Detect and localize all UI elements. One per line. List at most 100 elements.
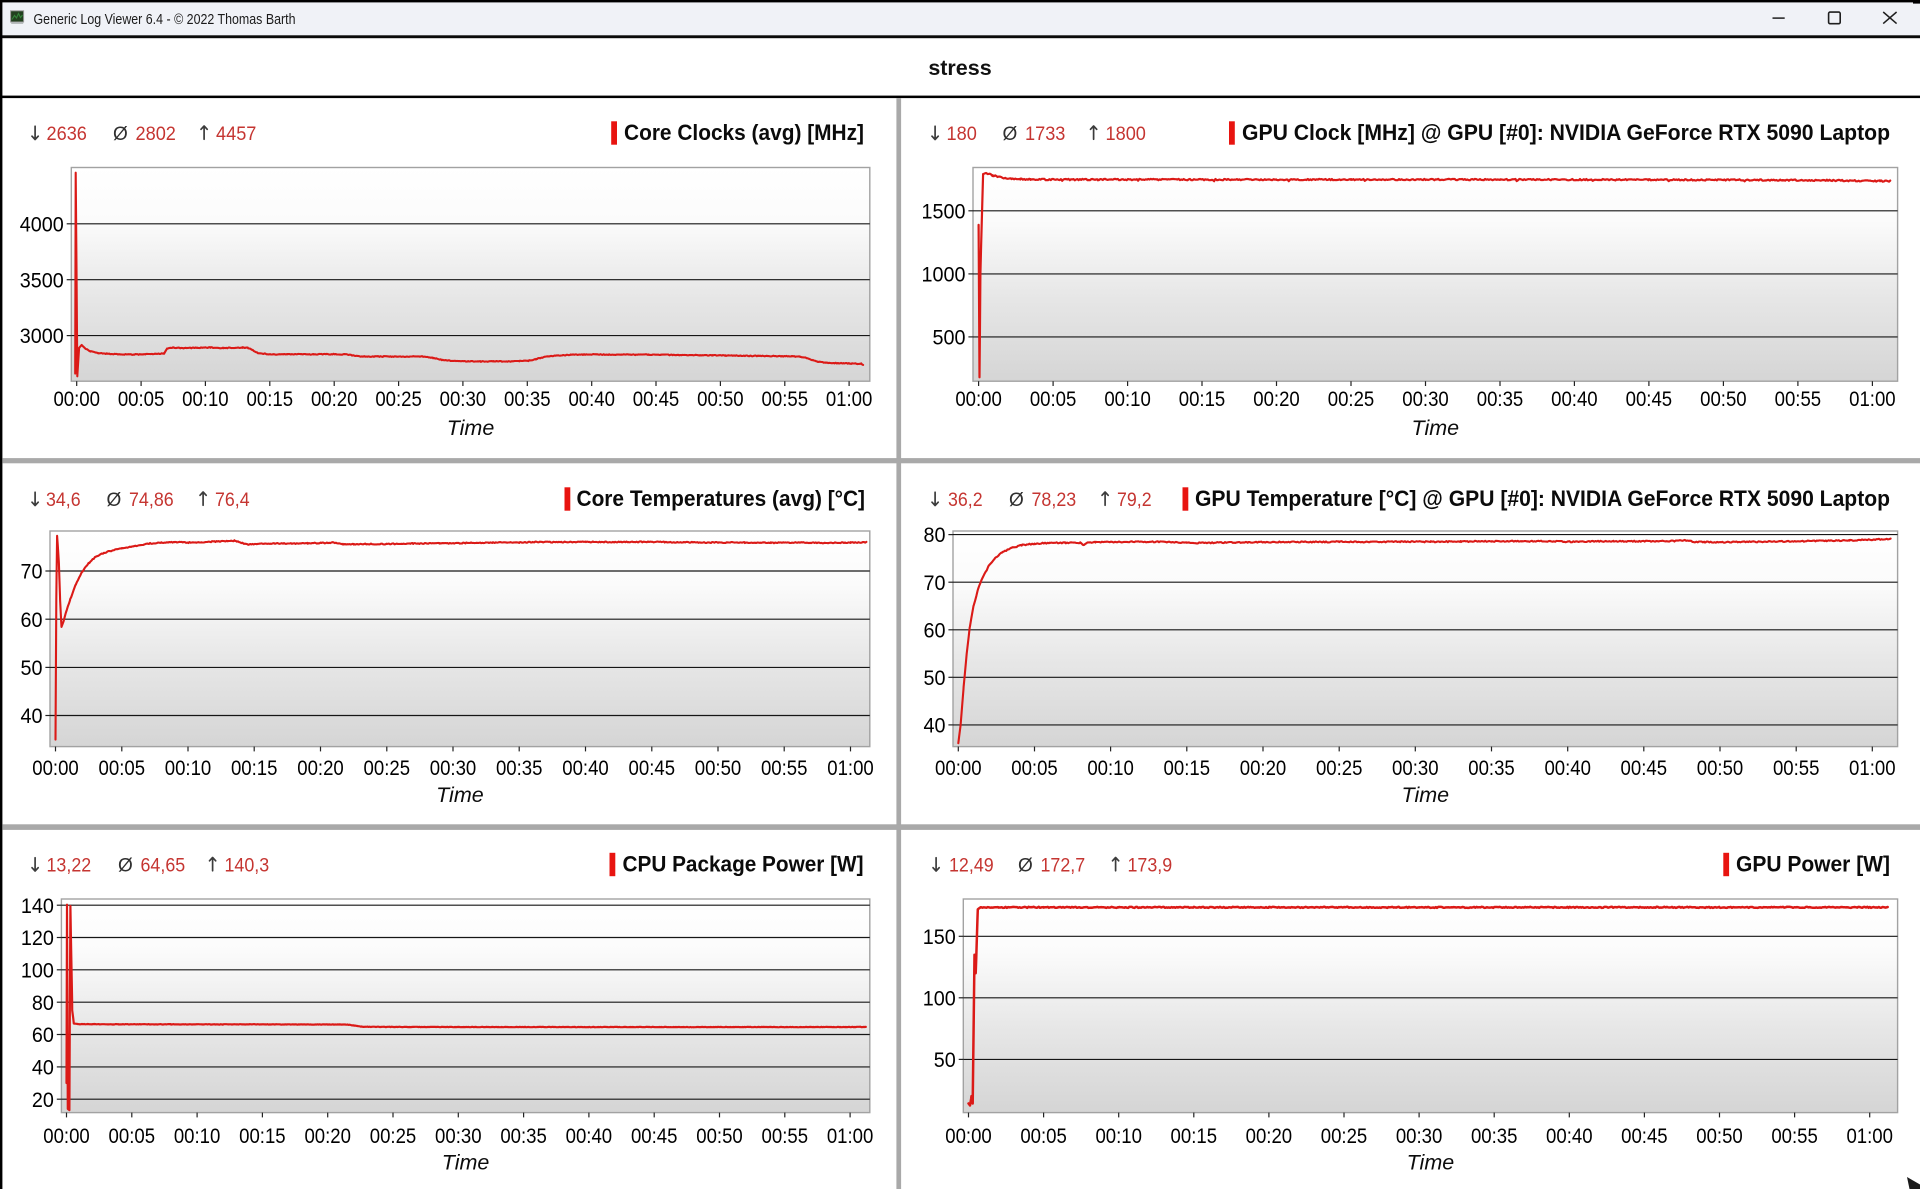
svg-text:00:25: 00:25 [370,1124,417,1148]
svg-text:00:35: 00:35 [500,1124,547,1148]
svg-text:00:45: 00:45 [1621,1124,1668,1148]
svg-text:00:35: 00:35 [1477,387,1524,411]
svg-text:00:50: 00:50 [1700,387,1747,411]
svg-text:00:20: 00:20 [1240,756,1287,780]
svg-text:00:20: 00:20 [1253,387,1300,411]
svg-text:stress: stress [928,56,991,80]
svg-text:40: 40 [21,704,43,728]
svg-text:4000: 4000 [20,212,64,236]
svg-text:3000: 3000 [20,324,64,348]
svg-text:50: 50 [21,656,43,680]
svg-text:00:35: 00:35 [496,756,543,780]
svg-text:Time: Time [442,1151,490,1175]
svg-text:00:05: 00:05 [1011,756,1058,780]
svg-text:40: 40 [924,714,946,738]
svg-text:00:05: 00:05 [99,756,146,780]
svg-text:00:00: 00:00 [32,756,79,780]
svg-text:00:05: 00:05 [109,1124,156,1148]
svg-text:00:55: 00:55 [762,1124,809,1148]
svg-text:00:25: 00:25 [375,387,422,411]
svg-text:00:10: 00:10 [1095,1124,1142,1148]
svg-text:00:55: 00:55 [1775,387,1822,411]
svg-text:00:10: 00:10 [182,387,229,411]
svg-text:00:10: 00:10 [1104,387,1151,411]
svg-text:00:15: 00:15 [1171,1124,1218,1148]
svg-text:01:00: 01:00 [826,387,873,411]
svg-text:00:25: 00:25 [1321,1124,1368,1148]
svg-text:00:30: 00:30 [1396,1124,1443,1148]
svg-text:00:40: 00:40 [562,756,609,780]
svg-text:00:15: 00:15 [247,387,294,411]
svg-text:00:45: 00:45 [631,1124,678,1148]
svg-text:20: 20 [32,1088,54,1112]
svg-text:60: 60 [924,618,946,642]
svg-text:GPU Clock [MHz] @ GPU [#0]: NV: GPU Clock [MHz] @ GPU [#0]: NVIDIA GeFor… [1242,120,1890,145]
svg-text:00:20: 00:20 [297,756,344,780]
svg-text:00:10: 00:10 [174,1124,221,1148]
svg-text:00:30: 00:30 [430,756,477,780]
svg-text:00:35: 00:35 [1471,1124,1518,1148]
svg-text:50: 50 [934,1048,956,1072]
svg-text:01:00: 01:00 [1846,1124,1893,1148]
svg-text:00:15: 00:15 [231,756,278,780]
svg-text:150: 150 [923,925,956,949]
svg-text:00:25: 00:25 [364,756,411,780]
svg-text:00:15: 00:15 [1179,387,1226,411]
svg-text:00:20: 00:20 [311,387,358,411]
svg-text:00:50: 00:50 [1697,756,1744,780]
svg-text:Time: Time [1402,783,1450,807]
svg-text:100: 100 [21,958,54,982]
svg-text:00:40: 00:40 [1544,756,1591,780]
svg-text:Time: Time [1407,1151,1455,1175]
svg-text:00:15: 00:15 [1164,756,1211,780]
svg-text:1500: 1500 [922,199,966,223]
svg-text:70: 70 [21,560,43,584]
svg-text:00:40: 00:40 [566,1124,613,1148]
svg-text:70: 70 [924,571,946,595]
svg-text:00:10: 00:10 [165,756,212,780]
svg-text:00:00: 00:00 [955,387,1002,411]
svg-text:GPU Temperature [°C] @ GPU [#0: GPU Temperature [°C] @ GPU [#0]: NVIDIA … [1195,486,1890,511]
svg-text:80: 80 [924,523,946,547]
svg-text:00:55: 00:55 [1771,1124,1818,1148]
svg-text:Time: Time [1412,416,1460,440]
svg-text:120: 120 [21,926,54,950]
svg-text:00:00: 00:00 [945,1124,992,1148]
svg-text:140: 140 [21,894,54,918]
svg-text:Generic Log Viewer 6.4 - © 202: Generic Log Viewer 6.4 - © 2022 Thomas B… [34,11,296,28]
svg-text:00:30: 00:30 [1402,387,1449,411]
svg-text:Time: Time [447,416,495,440]
svg-text:00:45: 00:45 [1626,387,1673,411]
svg-text:01:00: 01:00 [827,756,874,780]
svg-text:00:05: 00:05 [1030,387,1077,411]
svg-text:3500: 3500 [20,268,64,292]
svg-text:00:30: 00:30 [435,1124,482,1148]
svg-text:60: 60 [32,1023,54,1047]
svg-text:80: 80 [32,991,54,1015]
svg-text:1000: 1000 [922,263,966,287]
svg-text:00:40: 00:40 [1546,1124,1593,1148]
svg-text:00:45: 00:45 [633,387,680,411]
svg-text:00:10: 00:10 [1087,756,1134,780]
svg-text:00:55: 00:55 [1773,756,1820,780]
svg-text:00:50: 00:50 [695,756,742,780]
svg-text:00:00: 00:00 [43,1124,90,1148]
svg-text:00:05: 00:05 [118,387,165,411]
svg-text:50: 50 [924,666,946,690]
svg-text:00:45: 00:45 [1621,756,1668,780]
svg-text:100: 100 [923,986,956,1010]
svg-text:40: 40 [32,1056,54,1080]
svg-text:01:00: 01:00 [1849,387,1896,411]
svg-text:Core Temperatures (avg) [°C]: Core Temperatures (avg) [°C] [577,486,866,511]
svg-text:01:00: 01:00 [827,1124,874,1148]
svg-text:00:55: 00:55 [762,387,809,411]
svg-text:Core Clocks (avg) [MHz]: Core Clocks (avg) [MHz] [624,120,864,145]
svg-text:500: 500 [933,326,966,350]
svg-text:00:35: 00:35 [1468,756,1515,780]
svg-text:GPU Power [W]: GPU Power [W] [1736,852,1890,877]
